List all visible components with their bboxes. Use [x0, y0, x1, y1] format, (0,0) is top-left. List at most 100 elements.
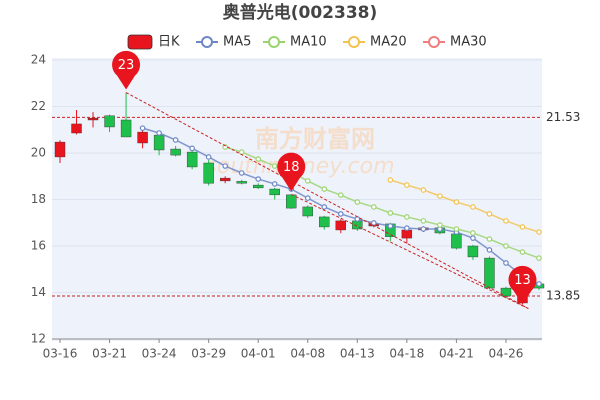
legend-marker [268, 36, 280, 48]
ma-point [255, 156, 262, 162]
legend-marker [348, 36, 360, 48]
candle-body [401, 229, 413, 239]
ma-point [486, 211, 493, 217]
candle-body [286, 194, 297, 209]
x-tick-label: 04-18 [389, 347, 424, 361]
ma-point [222, 163, 228, 169]
ma-point [371, 220, 377, 226]
ma-point [238, 149, 245, 155]
x-tick-label: 03-16 [43, 347, 78, 361]
candle-body [236, 181, 247, 184]
legend-label: 日K [158, 35, 180, 50]
ma-point [420, 187, 427, 193]
ma-point [486, 236, 493, 242]
ma-point [337, 192, 344, 198]
x-tick-label: 03-29 [191, 347, 226, 361]
ma-point [304, 195, 311, 201]
ma-point [404, 182, 410, 188]
candle-body [451, 233, 462, 249]
x-tick-label: 04-08 [290, 347, 325, 361]
pin-label: 18 [283, 160, 300, 175]
candle-body [54, 141, 66, 158]
pin-label: 13 [514, 273, 531, 288]
ma-point [519, 249, 526, 255]
y-tick-label: 24 [31, 53, 46, 67]
ma-point [321, 186, 328, 192]
legend-label: MA30 [450, 35, 487, 50]
trend-line [291, 193, 529, 310]
ma-point [470, 235, 476, 241]
ma-point [271, 181, 278, 187]
ma-point [519, 224, 526, 230]
legend-label: MA5 [223, 35, 251, 50]
candle-body [219, 177, 231, 182]
ma-point [536, 281, 542, 287]
candle-body [87, 117, 99, 121]
candle-body [170, 148, 181, 156]
ma-point [189, 145, 195, 152]
ma-point [387, 177, 394, 183]
ma-point [387, 210, 394, 216]
ma-point [238, 170, 245, 176]
ma-point [503, 243, 509, 249]
reference-label: 13.85 [546, 288, 580, 302]
candle-body [186, 151, 198, 168]
ma-point [470, 204, 476, 210]
ma-point [387, 223, 394, 229]
ma-point [172, 137, 179, 143]
legend-label: MA10 [290, 35, 327, 50]
pin [277, 152, 306, 192]
ma-point [304, 178, 311, 184]
y-tick-label: 20 [31, 146, 46, 160]
candle-body [71, 123, 82, 134]
legend-label: MA20 [370, 35, 407, 50]
ma-point [437, 222, 443, 228]
ma-point [536, 229, 542, 235]
candle-body [319, 216, 330, 228]
ma-point [404, 214, 410, 220]
legend-swatch [127, 34, 153, 50]
x-tick-label: 04-21 [439, 347, 474, 361]
candle-body [302, 206, 313, 217]
candle-body [104, 115, 115, 128]
ma-point [420, 218, 427, 224]
ma-point [205, 154, 212, 160]
legend-marker [201, 36, 213, 48]
ma-point [222, 144, 228, 150]
candle-body [137, 131, 148, 144]
candle-body [120, 119, 132, 138]
x-tick-label: 04-01 [241, 347, 276, 361]
trend-line [125, 92, 529, 310]
ma-point [486, 247, 493, 253]
ma-point [354, 199, 361, 205]
x-tick-label: 03-24 [142, 347, 177, 361]
ma-point [453, 226, 460, 232]
ma-point [156, 130, 162, 136]
ma-point [536, 255, 542, 261]
candle-body [467, 245, 479, 258]
x-tick-label: 03-21 [92, 347, 127, 361]
y-tick-label: 22 [31, 99, 46, 113]
chart-title: 奥普光电(002338) [223, 2, 378, 23]
ma-point [437, 193, 443, 199]
pin [508, 265, 537, 305]
ma-point [354, 216, 361, 222]
y-tick-label: 12 [31, 332, 46, 346]
ma-point [139, 125, 146, 131]
candle-body [269, 188, 280, 196]
ma-point [420, 226, 427, 232]
ma-point [255, 176, 262, 182]
candle-body [253, 184, 264, 189]
y-tick-label: 14 [31, 285, 46, 299]
ma-point [371, 204, 377, 210]
pin-label: 23 [118, 58, 135, 73]
reference-label: 21.53 [546, 110, 580, 124]
ma-point [404, 225, 410, 231]
watermark: 南方财富网 [255, 125, 375, 153]
ma-point [453, 199, 460, 205]
ma-line [390, 179, 540, 233]
ma-point [503, 260, 509, 266]
x-tick-label: 04-26 [489, 347, 524, 361]
